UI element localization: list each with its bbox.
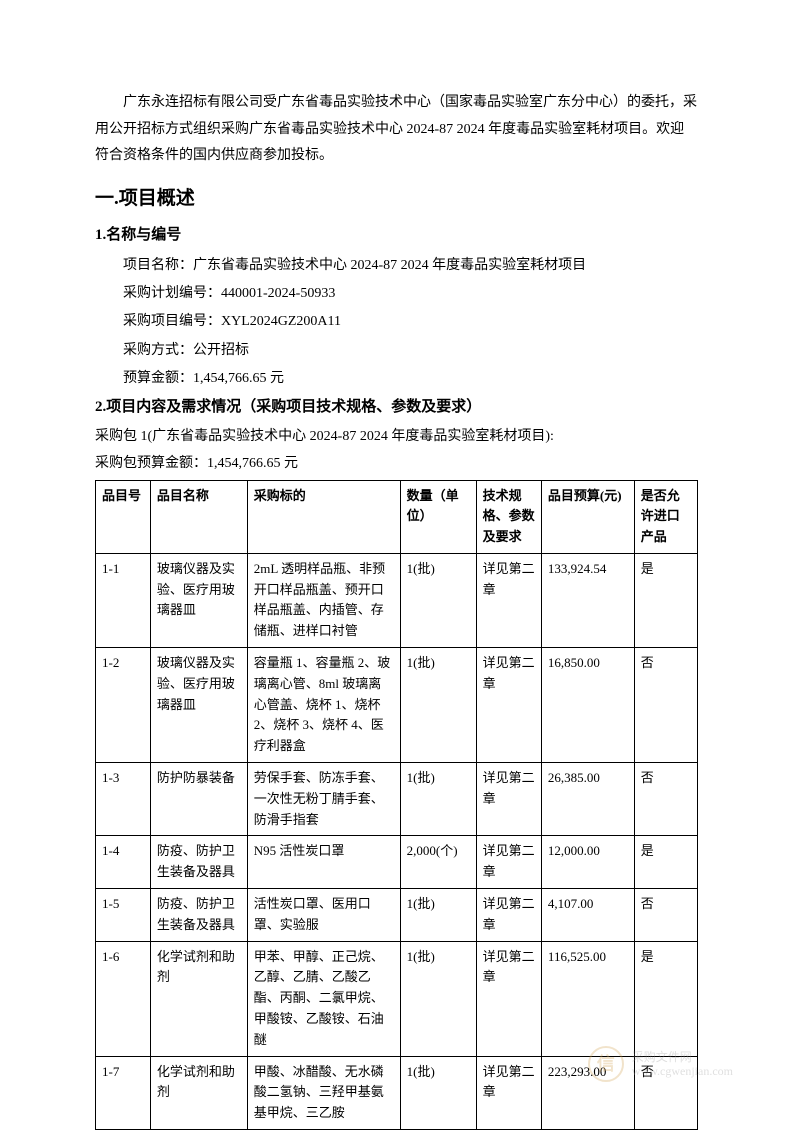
table-header-row: 品目号 品目名称 采购标的 数量（单位） 技术规格、参数及要求 品目预算(元) …: [96, 480, 698, 553]
cell-spec: 详见第二章: [476, 553, 541, 647]
plan-code-value: 440001-2024-50933: [221, 286, 335, 301]
cell-qty: 1(批): [400, 648, 476, 763]
table-row: 1-2 玻璃仪器及实验、医疗用玻璃器皿 容量瓶 1、容量瓶 2、玻璃离心管、8m…: [96, 648, 698, 763]
budget-label: 预算金额：: [123, 371, 193, 386]
budget-value: 1,454,766.65 元: [193, 371, 284, 386]
cell-name: 玻璃仪器及实验、医疗用玻璃器皿: [150, 553, 247, 647]
cell-id: 1-5: [96, 889, 151, 942]
project-code-label: 采购项目编号：: [123, 314, 221, 329]
cell-target: 活性炭口罩、医用口罩、实验服: [247, 889, 400, 942]
cell-id: 1-4: [96, 836, 151, 889]
cell-id: 1-7: [96, 1056, 151, 1129]
cell-target: 甲酸、冰醋酸、无水磷酸二氢钠、三羟甲基氨基甲烷、三乙胺: [247, 1056, 400, 1129]
cell-spec: 详见第二章: [476, 889, 541, 942]
project-code-value: XYL2024GZ200A11: [221, 314, 341, 329]
project-name-line: 项目名称：广东省毒品实验技术中心 2024-87 2024 年度毒品实验室耗材项…: [95, 253, 698, 278]
header-import: 是否允许进口产品: [634, 480, 697, 553]
intro-text: 广东永连招标有限公司受广东省毒品实验技术中心（国家毒品实验室广东分中心）的委托，…: [95, 90, 698, 170]
project-name-value: 广东省毒品实验技术中心 2024-87 2024 年度毒品实验室耗材项目: [193, 258, 586, 273]
package-budget: 采购包预算金额：1,454,766.65 元: [95, 452, 698, 476]
project-code-line: 采购项目编号：XYL2024GZ200A11: [95, 309, 698, 334]
cell-spec: 详见第二章: [476, 648, 541, 763]
cell-target: 2mL 透明样品瓶、非预开口样品瓶盖、预开口样品瓶盖、内插管、存储瓶、进样口衬管: [247, 553, 400, 647]
watermark: 信 采购文件网 www.cgwenjian.com: [588, 1046, 733, 1082]
cell-import: 是: [634, 553, 697, 647]
watermark-line1: 采购文件网: [632, 1050, 733, 1064]
method-value: 公开招标: [193, 343, 249, 358]
header-target: 采购标的: [247, 480, 400, 553]
cell-qty: 1(批): [400, 763, 476, 836]
cell-name: 化学试剂和助剂: [150, 941, 247, 1056]
cell-budget: 4,107.00: [541, 889, 634, 942]
cell-name: 防疫、防护卫生装备及器具: [150, 836, 247, 889]
cell-target: N95 活性炭口罩: [247, 836, 400, 889]
method-label: 采购方式：: [123, 343, 193, 358]
section-1-heading: 一.项目概述: [95, 182, 698, 216]
cell-qty: 1(批): [400, 889, 476, 942]
table-row: 1-1 玻璃仪器及实验、医疗用玻璃器皿 2mL 透明样品瓶、非预开口样品瓶盖、预…: [96, 553, 698, 647]
cell-name: 防护防暴装备: [150, 763, 247, 836]
plan-code-label: 采购计划编号：: [123, 286, 221, 301]
cell-qty: 1(批): [400, 941, 476, 1056]
header-qty: 数量（单位）: [400, 480, 476, 553]
cell-name: 防疫、防护卫生装备及器具: [150, 889, 247, 942]
sub-1-title: 1.名称与编号: [95, 222, 698, 249]
cell-budget: 12,000.00: [541, 836, 634, 889]
plan-code-line: 采购计划编号：440001-2024-50933: [95, 281, 698, 306]
sub-2-title: 2.项目内容及需求情况（采购项目技术规格、参数及要求）: [95, 394, 698, 421]
cell-id: 1-6: [96, 941, 151, 1056]
cell-id: 1-3: [96, 763, 151, 836]
cell-id: 1-2: [96, 648, 151, 763]
header-budget: 品目预算(元): [541, 480, 634, 553]
cell-qty: 1(批): [400, 1056, 476, 1129]
cell-name: 化学试剂和助剂: [150, 1056, 247, 1129]
cell-budget: 116,525.00: [541, 941, 634, 1056]
package-line: 采购包 1(广东省毒品实验技术中心 2024-87 2024 年度毒品实验室耗材…: [95, 425, 698, 449]
cell-spec: 详见第二章: [476, 1056, 541, 1129]
cell-budget: 133,924.54: [541, 553, 634, 647]
cell-id: 1-1: [96, 553, 151, 647]
items-table: 品目号 品目名称 采购标的 数量（单位） 技术规格、参数及要求 品目预算(元) …: [95, 480, 698, 1130]
cell-qty: 1(批): [400, 553, 476, 647]
project-name-label: 项目名称：: [123, 258, 193, 273]
watermark-icon: 信: [588, 1046, 624, 1082]
cell-budget: 26,385.00: [541, 763, 634, 836]
cell-import: 是: [634, 941, 697, 1056]
method-line: 采购方式：公开招标: [95, 338, 698, 363]
cell-budget: 16,850.00: [541, 648, 634, 763]
cell-target: 劳保手套、防冻手套、一次性无粉丁腈手套、防滑手指套: [247, 763, 400, 836]
watermark-text: 采购文件网 www.cgwenjian.com: [632, 1050, 733, 1079]
cell-import: 否: [634, 889, 697, 942]
cell-import: 是: [634, 836, 697, 889]
cell-import: 否: [634, 763, 697, 836]
header-spec: 技术规格、参数及要求: [476, 480, 541, 553]
table-row: 1-6 化学试剂和助剂 甲苯、甲醇、正己烷、乙醇、乙腈、乙酸乙酯、丙酮、二氯甲烷…: [96, 941, 698, 1056]
cell-spec: 详见第二章: [476, 836, 541, 889]
cell-target: 容量瓶 1、容量瓶 2、玻璃离心管、8ml 玻璃离心管盖、烧杯 1、烧杯 2、烧…: [247, 648, 400, 763]
table-row: 1-4 防疫、防护卫生装备及器具 N95 活性炭口罩 2,000(个) 详见第二…: [96, 836, 698, 889]
header-id: 品目号: [96, 480, 151, 553]
cell-target: 甲苯、甲醇、正己烷、乙醇、乙腈、乙酸乙酯、丙酮、二氯甲烷、甲酸铵、乙酸铵、石油醚: [247, 941, 400, 1056]
cell-spec: 详见第二章: [476, 941, 541, 1056]
cell-qty: 2,000(个): [400, 836, 476, 889]
table-row: 1-5 防疫、防护卫生装备及器具 活性炭口罩、医用口罩、实验服 1(批) 详见第…: [96, 889, 698, 942]
watermark-line2: www.cgwenjian.com: [632, 1064, 733, 1078]
header-name: 品目名称: [150, 480, 247, 553]
budget-line: 预算金额：1,454,766.65 元: [95, 366, 698, 391]
cell-spec: 详见第二章: [476, 763, 541, 836]
table-row: 1-3 防护防暴装备 劳保手套、防冻手套、一次性无粉丁腈手套、防滑手指套 1(批…: [96, 763, 698, 836]
cell-import: 否: [634, 648, 697, 763]
cell-name: 玻璃仪器及实验、医疗用玻璃器皿: [150, 648, 247, 763]
